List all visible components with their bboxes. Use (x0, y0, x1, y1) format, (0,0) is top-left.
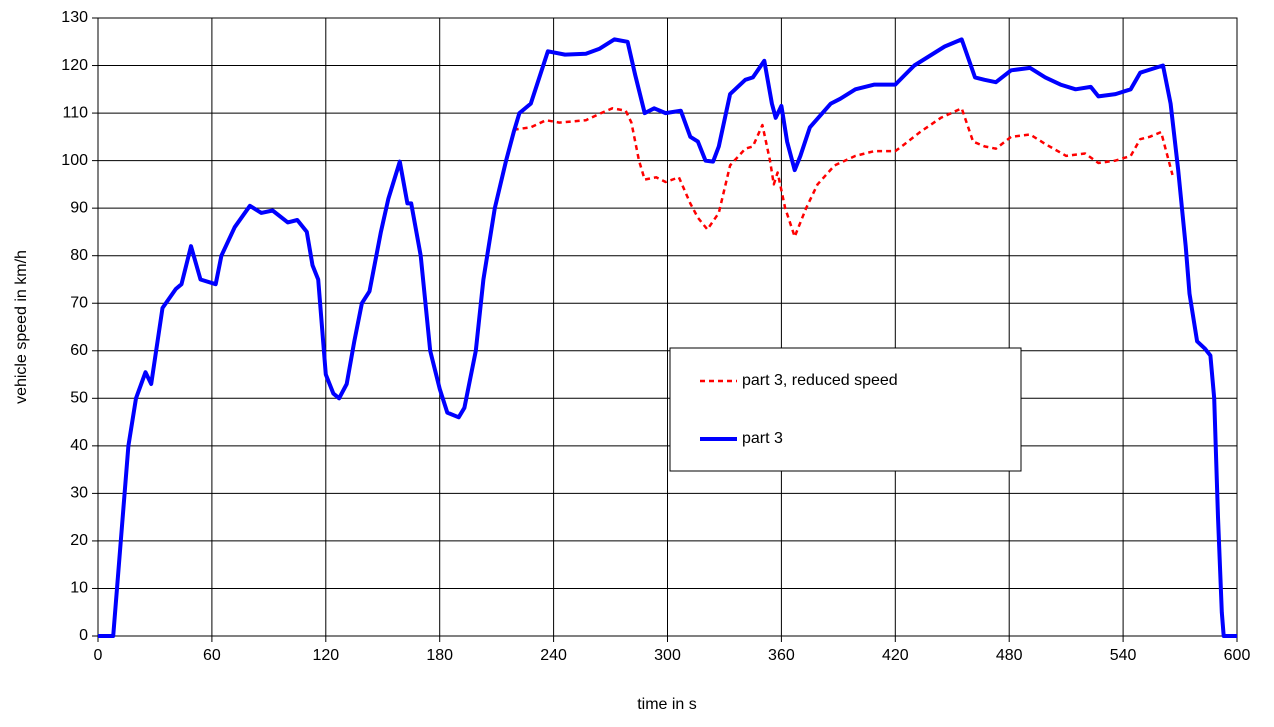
x-tick-label: 360 (768, 647, 795, 664)
x-tick-label: 60 (203, 647, 221, 664)
y-tick-label: 40 (70, 437, 88, 454)
x-tick-label: 420 (882, 647, 909, 664)
x-tick-label: 600 (1224, 647, 1251, 664)
x-tick-label: 180 (426, 647, 453, 664)
x-axis-label: time in s (637, 696, 697, 713)
y-tick-label: 50 (70, 390, 88, 407)
x-tick-label: 480 (996, 647, 1023, 664)
y-tick-label: 0 (79, 627, 88, 644)
y-tick-label: 100 (61, 152, 88, 169)
legend-label: part 3 (742, 430, 783, 447)
x-tick-label: 240 (540, 647, 567, 664)
y-tick-label: 20 (70, 532, 88, 549)
y-axis-label: vehicle speed in km/h (13, 250, 30, 404)
y-tick-label: 90 (70, 199, 88, 216)
x-tick-label: 540 (1110, 647, 1137, 664)
y-tick-label: 110 (62, 104, 88, 121)
plot-frame (97, 17, 1238, 637)
y-tick-label: 120 (61, 57, 88, 74)
x-tick-label: 120 (312, 647, 339, 664)
y-tick-label: 60 (70, 342, 88, 359)
y-tick-label: 80 (70, 247, 88, 264)
y-tick-label: 10 (70, 580, 88, 597)
data-line (98, 37, 1237, 638)
x-tick-label: 0 (94, 647, 103, 664)
x-tick-label: 300 (654, 647, 681, 664)
legend-label: part 3, reduced speed (742, 372, 898, 389)
y-tick-label: 70 (70, 294, 88, 311)
data-line (513, 107, 1174, 238)
y-tick-label: 30 (70, 485, 88, 502)
legend-box (669, 347, 1022, 472)
y-tick-label: 130 (61, 9, 88, 26)
